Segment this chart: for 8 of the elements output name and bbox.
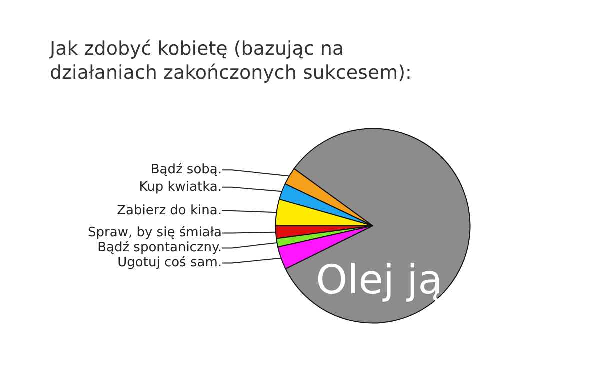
slice-label: Bądź sobą. <box>150 162 222 178</box>
slice-label: Kup kwiatka. <box>139 180 222 195</box>
slice-label: Ugotuj coś sam. <box>118 256 222 271</box>
slice-label: Zabierz do kina. <box>117 203 222 218</box>
slice-label: Spraw, by się śmiała <box>88 226 222 241</box>
chart-title: Jak zdobyć kobietę (bazując na działaniach zakończonych sukcesem): <box>49 38 412 84</box>
slice-label: Bądź spontaniczny. <box>98 240 222 256</box>
slice-label: Olej ją <box>316 257 443 304</box>
